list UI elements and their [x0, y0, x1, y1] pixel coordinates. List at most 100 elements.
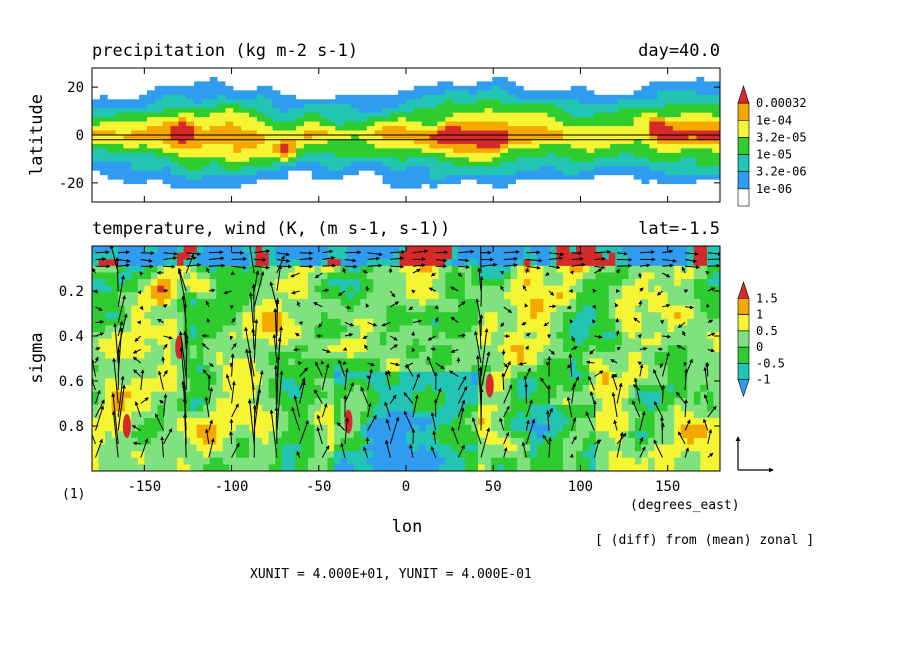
temperature-cell — [209, 411, 217, 419]
precip-cell — [523, 170, 533, 176]
temperature-cell — [327, 265, 335, 274]
temperature-cell — [432, 292, 440, 300]
precip-cell — [680, 184, 690, 190]
precip-cell — [712, 94, 720, 100]
temperature-cell — [693, 252, 701, 260]
precip-cell — [460, 76, 470, 82]
precip-cell — [500, 184, 509, 190]
precip-cell — [523, 161, 533, 167]
temperature-cell — [654, 398, 662, 406]
precip-cell — [162, 121, 172, 127]
temperature-cell — [92, 411, 100, 419]
precip-cell — [625, 152, 635, 158]
precip-cell — [217, 152, 227, 158]
temperature-cell — [648, 358, 656, 366]
precip-cell — [406, 121, 415, 127]
precip-cell — [178, 143, 187, 149]
temperature-cell — [399, 371, 407, 379]
precip-cell — [617, 76, 627, 82]
precip-cell — [445, 126, 454, 132]
temperature-cell — [255, 246, 263, 254]
temperature-cell — [268, 292, 276, 300]
precip-cell — [437, 90, 446, 96]
temperature-cell — [517, 252, 525, 260]
precip-cell — [610, 112, 619, 118]
precip-cell — [696, 170, 705, 176]
precip-cell — [272, 135, 281, 141]
precip-cell — [343, 76, 352, 82]
temperature-cell — [615, 378, 623, 386]
temperature-cell — [445, 332, 453, 340]
temperature-cell — [137, 318, 145, 327]
temperature-cell — [163, 371, 172, 379]
precip-cell — [146, 103, 156, 109]
precip-cell — [570, 121, 580, 127]
temperature-cell — [366, 312, 374, 320]
precip-cell — [712, 126, 720, 132]
precip-cell — [280, 76, 289, 82]
temperature-cell — [392, 378, 401, 386]
precip-cell — [131, 112, 140, 118]
precip-cell — [492, 103, 501, 109]
precip-cell — [421, 170, 431, 176]
precip-cell — [578, 68, 588, 74]
precip-cell — [311, 193, 321, 199]
precip-cell — [421, 148, 431, 154]
temperature-cell — [222, 292, 230, 300]
temperature-cell — [163, 312, 172, 320]
temperature-cell — [621, 411, 630, 419]
precip-cell — [319, 175, 329, 181]
precip-cell — [272, 143, 281, 149]
precip-cell — [217, 68, 227, 74]
precip-cell — [484, 76, 493, 82]
temperature-cell — [373, 404, 381, 413]
temperature-cell — [549, 384, 558, 393]
precip-cell — [107, 148, 117, 154]
temperature-cell — [464, 265, 473, 274]
precip-cell — [649, 112, 658, 118]
precip-cell — [460, 130, 470, 136]
precip-cell — [186, 135, 195, 141]
temperature-cell — [183, 259, 191, 267]
precip-cell — [570, 103, 580, 109]
temperature-cell — [144, 384, 152, 393]
precip-cell — [264, 175, 274, 181]
precip-cell — [429, 161, 438, 167]
temperature-cell — [131, 391, 139, 399]
precip-cell — [311, 143, 321, 149]
precip-cell — [92, 193, 101, 199]
temperature-cell — [661, 279, 669, 287]
precip-cell — [563, 152, 572, 158]
precip-cell — [468, 81, 478, 87]
precip-cell — [539, 148, 548, 154]
temperature-cell — [281, 332, 289, 340]
temperature-cell — [477, 378, 486, 386]
precip-cell — [139, 68, 148, 74]
precip-cell — [170, 197, 179, 202]
temperature-cell — [641, 265, 649, 274]
temperature-cell — [98, 418, 106, 426]
temperature-cell — [249, 411, 257, 419]
temperature-cell — [608, 305, 616, 313]
temperature-cell — [294, 378, 302, 386]
temperature-cell — [438, 345, 446, 353]
temperature-cell — [340, 246, 348, 254]
precip-cell — [303, 170, 313, 176]
precip-cell — [539, 81, 548, 87]
temperature-cell — [464, 259, 473, 267]
temperature-cell — [680, 292, 688, 300]
temperature-cell — [582, 279, 590, 287]
temperature-cell — [209, 272, 217, 280]
temperature-cell — [700, 358, 708, 366]
precip-cell — [508, 99, 517, 105]
precip-cell — [272, 121, 281, 127]
precip-cell — [351, 76, 360, 82]
temperature-cell — [399, 272, 407, 280]
precip-cell — [617, 135, 627, 141]
temperature-cell — [314, 418, 322, 426]
precip-cell — [531, 135, 541, 141]
temperature-cell — [706, 298, 715, 307]
precip-cell — [139, 184, 148, 190]
precip-cell — [500, 85, 509, 91]
temperature-cell — [288, 265, 296, 274]
